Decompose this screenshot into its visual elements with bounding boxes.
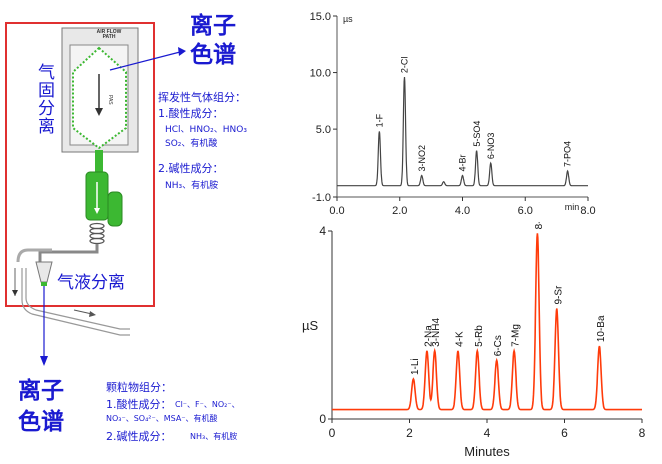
- peak-label: 7-Mg: [511, 324, 522, 347]
- coil: [89, 222, 105, 245]
- peak-label: 10-Ba: [596, 315, 607, 342]
- peak-label: 3-NH4: [431, 318, 442, 347]
- ic-bottom-group-title: 颗粒物组分：: [106, 381, 172, 394]
- y-tick-label: 0: [319, 412, 326, 426]
- x-tick-label: 2: [406, 426, 413, 440]
- separator-side-vessel: [107, 191, 123, 227]
- ic-top-group-title: 挥发性气体组分：: [158, 91, 246, 104]
- ic-top-base-line1: NH₃、有机胺: [165, 181, 219, 191]
- chromatogram-anions: 0.0 2.0 4.0 6.0 8.0 -1.0 5.0 10.0 15.0 µs min 1-F 2-…: [310, 11, 596, 217]
- ic-top-title: 离子 色谱: [190, 12, 236, 70]
- device-side-tag: PAS: [107, 95, 113, 105]
- ic-bottom-title-line: 离子: [18, 378, 64, 404]
- ic-top-title-line: 色谱: [190, 42, 236, 68]
- peak-label: 1-F: [375, 113, 385, 127]
- ic-bottom-title-line: 色谱: [18, 409, 64, 435]
- peak-label: 2-Na: [423, 325, 434, 347]
- ic-top-acid-title: 1.酸性成分：: [158, 107, 224, 120]
- x-tick-label: 4: [484, 426, 491, 440]
- gas-solid-label: 气 固 分 离: [38, 64, 58, 136]
- ic-bottom-base-line1: NH₃、有机胺: [190, 432, 238, 441]
- y-axis-label: µS: [302, 318, 318, 333]
- x-tick-label: 0: [329, 426, 336, 440]
- peak-label: 9-Sr: [553, 285, 564, 305]
- y-tick-label: 15.0: [310, 11, 331, 23]
- x-tick-label: 2.0: [392, 205, 407, 217]
- gas-solid-char: 分: [38, 99, 55, 119]
- gas-solid-char: 气: [38, 63, 55, 83]
- peak-label: 4-Br: [458, 154, 468, 171]
- x-tick-label: 0.0: [329, 205, 344, 217]
- y-axis-label: µs: [343, 14, 353, 24]
- gas-liquid-label: 气液分离: [57, 273, 125, 293]
- x-tick-label: 8.0: [580, 205, 595, 217]
- ic-top-acid-line1: HCl、HNO₂、HNO₃: [165, 125, 247, 135]
- liquid-line: [38, 244, 99, 262]
- peak-label: 1-Li: [410, 358, 421, 375]
- peak-label: 6-NO3: [486, 133, 496, 160]
- peak-label: 5-Rb: [474, 325, 485, 347]
- device-tag: AIR FLOW PATH: [96, 29, 122, 40]
- gas-liquid-separator: [35, 261, 53, 283]
- chromatogram-trace: [332, 233, 642, 411]
- y-tick-label: 5.0: [316, 124, 331, 136]
- ic-top-title-line: 离子: [190, 13, 236, 39]
- peak-label: 5-SO4: [472, 121, 482, 147]
- gas-solid-char: 离: [38, 117, 55, 137]
- x-axis-label: Minutes: [464, 444, 510, 459]
- peak-label: 4-K: [454, 331, 465, 347]
- peak-label: 8-Ca: [534, 222, 545, 229]
- gas-solid-char: 固: [38, 81, 55, 101]
- peak-label: 6-Cs: [493, 335, 504, 356]
- chromatogram-cations: 0 2 4 6 8 0 4 µS Minutes 1-Li2-Na3-NH4 4-K 5-Rb 6-Cs…: [302, 222, 646, 459]
- ic-bottom-base-title: 2.碱性成分：: [106, 430, 172, 443]
- ic-top-acid-line2: SO₂、有机酸: [165, 139, 218, 149]
- peak-label: 7-PO4: [563, 141, 573, 167]
- peak-label: 3-NO2: [417, 145, 427, 172]
- y-tick-label: 4: [319, 224, 326, 238]
- apparatus-frame: [5, 22, 155, 307]
- y-tick-label: -1.0: [312, 192, 331, 204]
- ic-bottom-acid-line1: Cl⁻、F⁻、NO₂⁻、: [175, 400, 240, 409]
- x-tick-label: 6: [561, 426, 568, 440]
- sampling-apparatus: [12, 27, 186, 366]
- x-tick-label: 4.0: [455, 205, 470, 217]
- ic-bottom-acid-title: 1.酸性成分：: [106, 398, 172, 411]
- connector-tube: [95, 150, 103, 172]
- y-tick-label: 10.0: [310, 67, 331, 79]
- ic-top-base-title: 2.碱性成分：: [158, 162, 224, 175]
- ic-bottom-title: 离子 色谱: [18, 376, 64, 438]
- x-axis-label: min: [565, 202, 580, 212]
- peak-label: 2-Cl: [400, 57, 410, 74]
- x-tick-label: 8: [639, 426, 646, 440]
- flow-arrow-head: [95, 108, 103, 116]
- ic-bottom-acid-line2: NO₃⁻、SO₄²⁻、MSA⁻、有机酸: [106, 414, 218, 423]
- flow-to-ic-top: [109, 51, 181, 71]
- x-tick-label: 6.0: [518, 205, 533, 217]
